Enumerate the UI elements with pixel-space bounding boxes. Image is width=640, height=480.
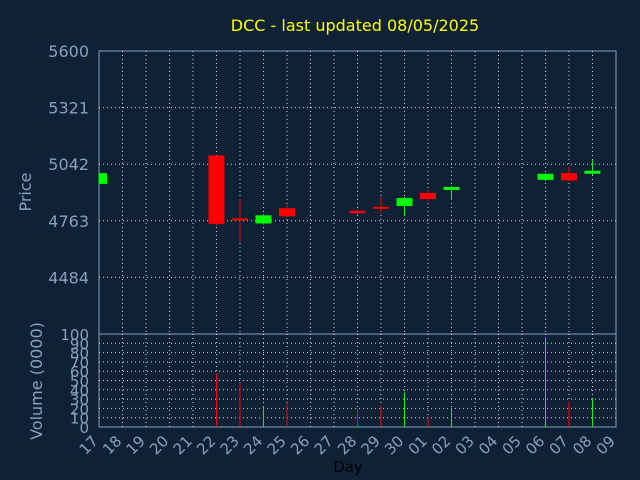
price-panel: 5600 5321 5042 4763 4484	[48, 42, 617, 335]
volume-axis-label: Volume (0000)	[27, 322, 46, 440]
x-tick-label: 23	[217, 432, 243, 458]
price-tick-label: 5600	[48, 42, 89, 61]
price-tick-label: 5321	[48, 99, 89, 118]
volume-tick-label: 0	[79, 419, 89, 437]
x-tick-label: 07	[546, 432, 572, 458]
candle-body	[349, 210, 366, 214]
candle-body	[99, 173, 107, 184]
candle-body	[584, 170, 601, 174]
x-tick-label: 28	[334, 432, 360, 458]
x-tick-label: 18	[99, 432, 125, 458]
candle-body	[255, 215, 272, 224]
x-tick-label: 29	[358, 432, 384, 458]
x-tick-label: 19	[123, 432, 149, 458]
x-axis: 1718192021222324252627282930010203040506…	[76, 432, 619, 458]
candle-body	[279, 208, 295, 217]
price-tick-label: 5042	[48, 155, 89, 174]
x-tick-label: 02	[428, 432, 454, 458]
price-axis-label: Price	[16, 172, 35, 211]
candle-body	[561, 173, 577, 181]
title-layer: DCC - last updated 08/05/2025	[231, 16, 479, 35]
candle-body	[208, 155, 225, 224]
x-tick-label: 06	[522, 432, 548, 458]
price-tick-label: 4763	[48, 212, 89, 231]
chart-title: DCC - last updated 08/05/2025	[231, 16, 479, 35]
x-tick-label: 01	[405, 432, 431, 458]
x-tick-label: 05	[499, 432, 525, 458]
x-tick-label: 27	[311, 432, 337, 458]
candle-body	[373, 206, 389, 209]
volume-tick-label: 70	[70, 354, 89, 372]
x-tick-label: 22	[193, 432, 219, 458]
volume-tick-label: 10	[70, 410, 89, 428]
x-tick-label: 24	[240, 432, 266, 458]
price-tick-label: 4484	[48, 268, 89, 287]
candle-body	[443, 186, 460, 190]
volume-tick-label: 80	[70, 345, 89, 363]
x-axis-label: Day	[333, 458, 363, 476]
candle-body	[537, 173, 554, 180]
x-tick-label: 09	[593, 432, 619, 458]
x-tick-label: 26	[287, 432, 313, 458]
x-tick-label: 21	[170, 432, 196, 458]
x-tick-label: 30	[381, 432, 407, 458]
volume-tick-label: 30	[70, 391, 89, 409]
candle-body	[420, 193, 436, 200]
volume-tick-label: 50	[70, 373, 89, 391]
candle-body	[232, 218, 248, 221]
volume-tick-label: 60	[70, 363, 89, 381]
volume-tick-label: 90	[70, 335, 89, 353]
x-tick-label: 25	[264, 432, 290, 458]
x-tick-label: 04	[475, 432, 501, 458]
volume-tick-label: 40	[70, 382, 89, 400]
x-tick-label: 08	[569, 432, 595, 458]
volume-tick-label: 100	[60, 326, 89, 344]
x-tick-label: 03	[452, 432, 478, 458]
candle-body	[396, 198, 413, 206]
x-tick-label: 20	[146, 432, 172, 458]
volume-tick-label: 20	[70, 400, 89, 418]
